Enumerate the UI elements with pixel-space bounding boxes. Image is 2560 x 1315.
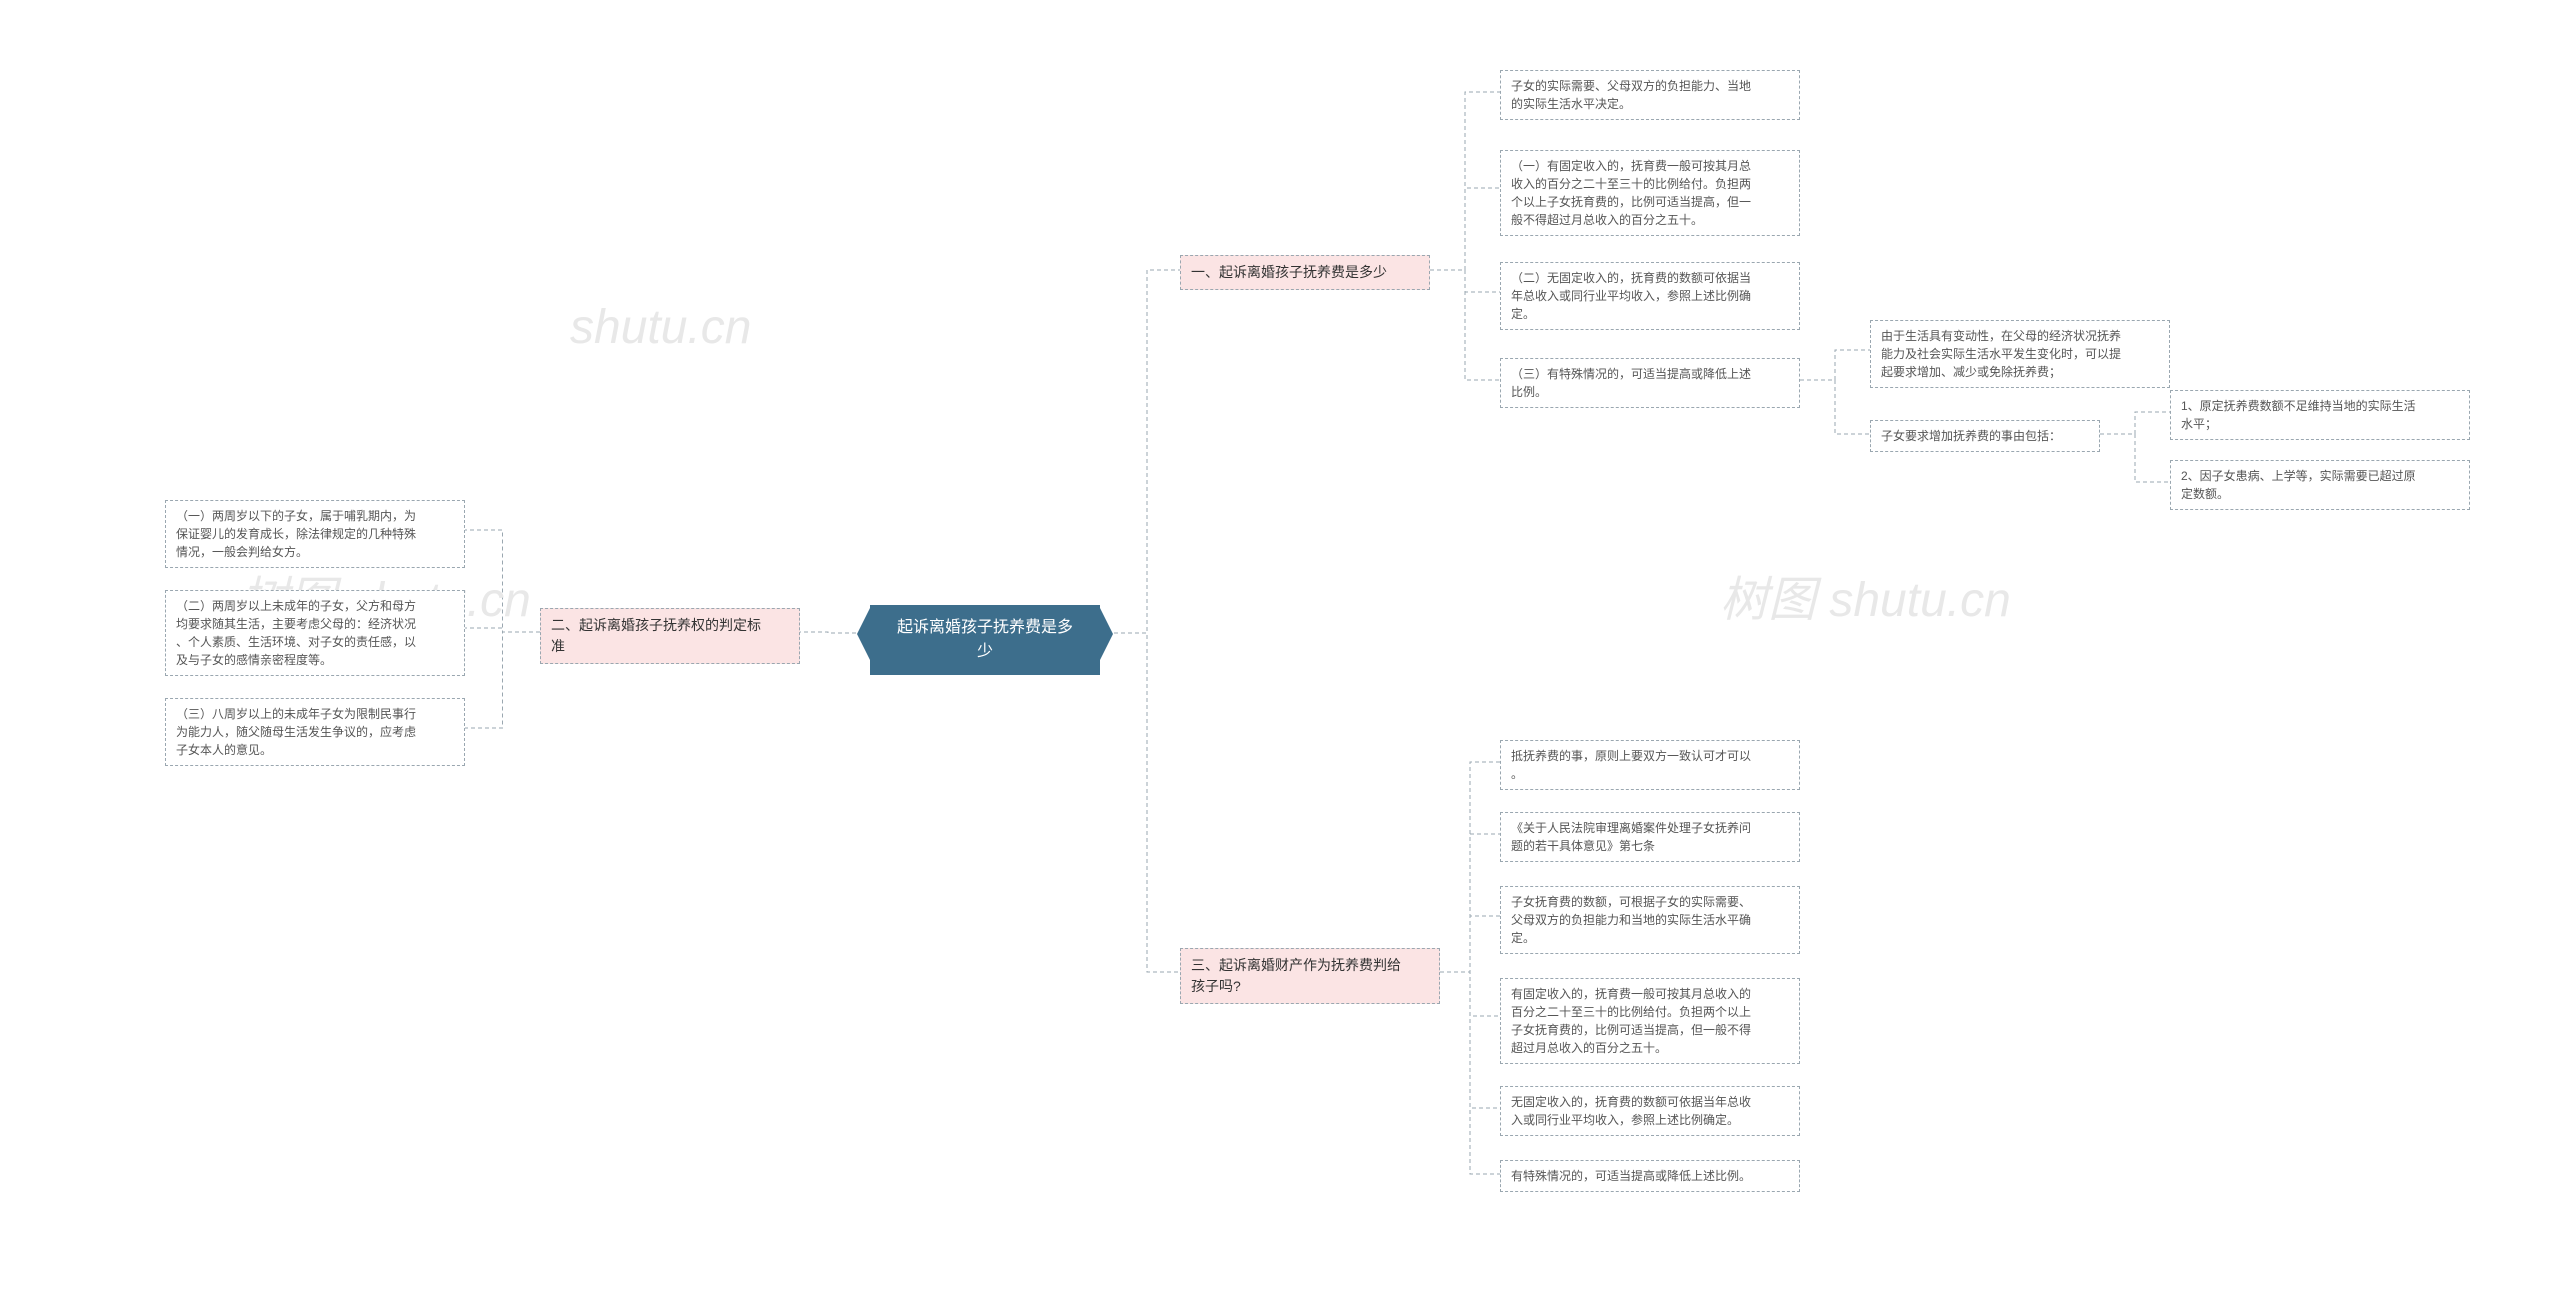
branch-node: 三、起诉离婚财产作为抚养费判给孩子吗? <box>1180 948 1440 1004</box>
watermark: 树图 shutu.cn <box>1720 560 2011 630</box>
leaf-node: 子女要求增加抚养费的事由包括： <box>1870 420 2100 452</box>
leaf-node: 《关于人民法院审理离婚案件处理子女抚养问题的若干具体意见》第七条 <box>1500 812 1800 862</box>
leaf-node: 子女的实际需要、父母双方的负担能力、当地的实际生活水平决定。 <box>1500 70 1800 120</box>
leaf-node: 由于生活具有变动性，在父母的经济状况抚养能力及社会实际生活水平发生变化时，可以提… <box>1870 320 2170 388</box>
leaf-node: （二）无固定收入的，抚育费的数额可依据当年总收入或同行业平均收入，参照上述比例确… <box>1500 262 1800 330</box>
leaf-node: 有固定收入的，抚育费一般可按其月总收入的百分之二十至三十的比例给付。负担两个以上… <box>1500 978 1800 1064</box>
leaf-node: 无固定收入的，抚育费的数额可依据当年总收入或同行业平均收入，参照上述比例确定。 <box>1500 1086 1800 1136</box>
leaf-node: （一）两周岁以下的子女，属于哺乳期内，为保证婴儿的发育成长，除法律规定的几种特殊… <box>165 500 465 568</box>
leaf-node: 1、原定抚养费数额不足维持当地的实际生活水平； <box>2170 390 2470 440</box>
root-node: 起诉离婚孩子抚养费是多少 <box>870 605 1100 675</box>
leaf-node: （三）有特殊情况的，可适当提高或降低上述比例。 <box>1500 358 1800 408</box>
leaf-node: （三）八周岁以上的未成年子女为限制民事行为能力人，随父随母生活发生争议的，应考虑… <box>165 698 465 766</box>
leaf-node: 2、因子女患病、上学等，实际需要已超过原定数额。 <box>2170 460 2470 510</box>
leaf-node: 抵抚养费的事，原则上要双方一致认可才可以。 <box>1500 740 1800 790</box>
leaf-node: （二）两周岁以上未成年的子女，父方和母方均要求随其生活，主要考虑父母的：经济状况… <box>165 590 465 676</box>
branch-node: 二、起诉离婚孩子抚养权的判定标准 <box>540 608 800 664</box>
leaf-node: 子女抚育费的数额，可根据子女的实际需要、父母双方的负担能力和当地的实际生活水平确… <box>1500 886 1800 954</box>
leaf-node: 有特殊情况的，可适当提高或降低上述比例。 <box>1500 1160 1800 1192</box>
leaf-node: （一）有固定收入的，抚育费一般可按其月总收入的百分之二十至三十的比例给付。负担两… <box>1500 150 1800 236</box>
branch-node: 一、起诉离婚孩子抚养费是多少 <box>1180 255 1430 290</box>
watermark: shutu.cn <box>570 300 751 355</box>
